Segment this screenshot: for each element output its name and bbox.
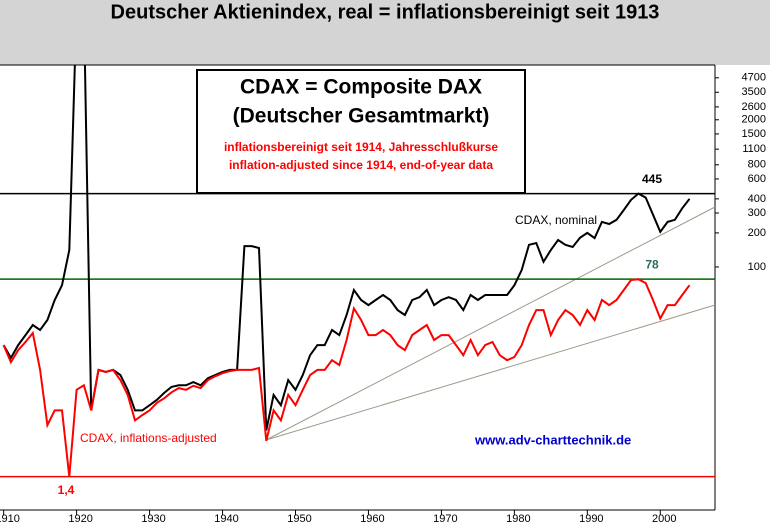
chart-title: Deutscher Aktienindex, real = inflations… — [111, 1, 660, 23]
x-tick-label: 1930 — [141, 513, 165, 525]
x-tick-label: 1940 — [214, 513, 238, 525]
y-tick-label: 2000 — [742, 114, 766, 126]
y-tick-label: 2600 — [742, 101, 766, 113]
y-tick-label: 600 — [748, 173, 766, 185]
watermark: www.adv-charttechnik.de — [474, 432, 631, 447]
title-band — [0, 0, 770, 65]
reference-label: 78 — [645, 257, 659, 271]
trend-line — [265, 206, 716, 441]
x-tick-label: 1960 — [360, 513, 384, 525]
trend-line — [265, 304, 716, 441]
y-tick-label: 100 — [748, 261, 766, 273]
plot-area — [0, 64, 716, 511]
x-tick-label: 1920 — [68, 513, 92, 525]
box-note: inflationsbereinigt seit 1914, Jahressch… — [224, 140, 498, 154]
reference-label: 445 — [642, 172, 662, 186]
y-tick-label: 1500 — [742, 128, 766, 140]
y-tick-label: 800 — [748, 159, 766, 171]
series-label: CDAX, nominal — [515, 213, 597, 227]
series-line — [2, 278, 691, 477]
x-tick-label: 2000 — [652, 513, 676, 525]
info-box: CDAX = Composite DAX (Deutscher Gesamtma… — [196, 69, 526, 194]
reference-label: 1,4 — [58, 483, 75, 497]
box-note: inflation-adjusted since 1914, end-of-ye… — [229, 158, 493, 172]
box-subtitle: (Deutscher Gesamtmarkt) — [233, 105, 490, 128]
y-tick-label: 4700 — [742, 72, 766, 84]
y-tick-label: 400 — [748, 193, 766, 205]
y-tick-label: 1100 — [742, 143, 766, 155]
series-line — [2, 65, 691, 431]
x-tick-label: 1970 — [433, 513, 457, 525]
y-tick-label: 3500 — [742, 86, 766, 98]
info-box-frame — [196, 69, 526, 194]
box-title: CDAX = Composite DAX — [240, 76, 482, 99]
series-label: CDAX, inflations-adjusted — [80, 431, 217, 445]
x-tick-label: 1950 — [287, 513, 311, 525]
x-tick-label: 1990 — [579, 513, 603, 525]
x-tick-label: 1980 — [506, 513, 530, 525]
x-tick-label: 1910 — [0, 513, 20, 525]
y-tick-label: 300 — [748, 207, 766, 219]
y-tick-label: 200 — [748, 227, 766, 239]
